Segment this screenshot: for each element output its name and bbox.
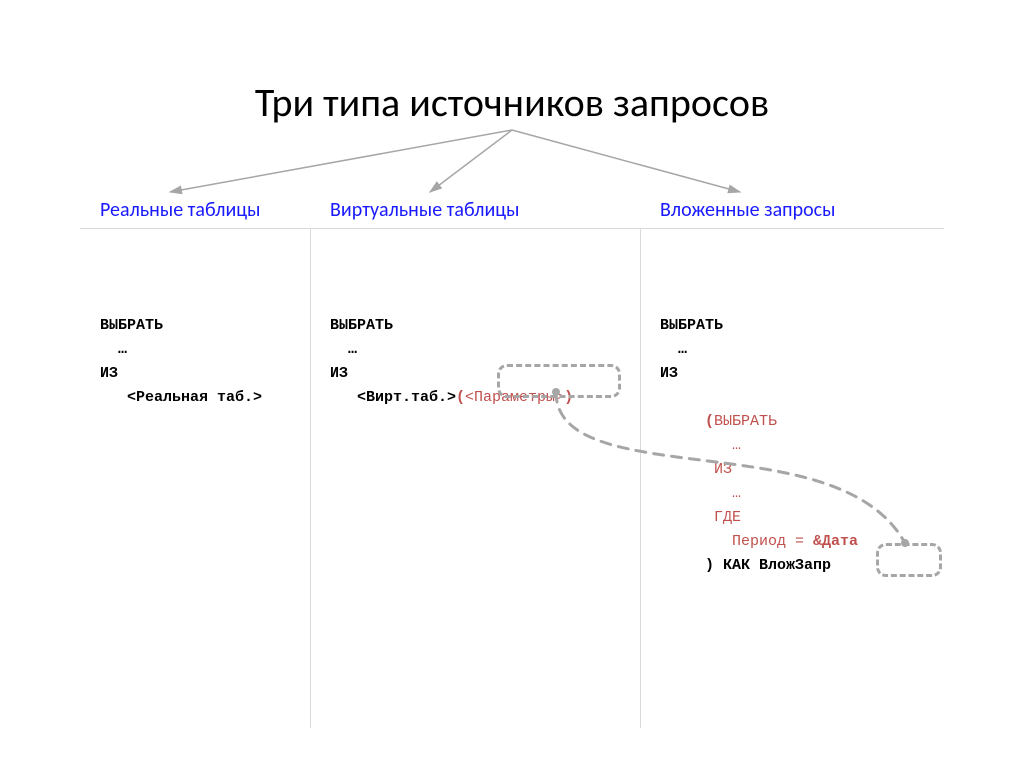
c3-l5a: ( [660,413,714,430]
c2-l1: ВЫБРАТЬ [330,317,393,334]
col3-header: Вложенные запросы [660,198,835,222]
c3-l10a: Период = [660,533,813,550]
col2-header: Виртуальные таблицы [330,198,519,222]
slide: Три типа источников запросов Реальные та… [0,0,1024,768]
c3-l9: ГДЕ [660,509,741,526]
slide-title: Три типа источников запросов [0,78,1024,127]
c3-l2: … [660,341,687,358]
code-col1: ВЫБРАТЬ … ИЗ <Реальная таб.> [100,290,262,410]
c1-l1: ВЫБРАТЬ [100,317,163,334]
c1-l4: <Реальная таб.> [100,389,262,406]
horizontal-divider [80,228,944,229]
c3-l1: ВЫБРАТЬ [660,317,723,334]
c1-l2: … [100,341,127,358]
c2-l3: ИЗ [330,365,348,382]
vertical-divider-2 [640,228,641,728]
col1-header: Реальные таблицы [100,198,260,222]
c3-l7: ИЗ [660,461,732,478]
c3-l11: ) КАК ВложЗапр [660,557,831,574]
c2-l4b: ( [456,389,465,406]
c3-l6: … [660,437,741,454]
params-highlight-box [497,364,621,398]
vertical-divider-1 [310,228,311,728]
code-col3: ВЫБРАТЬ … ИЗ (ВЫБРАТЬ … ИЗ … ГДЕ Период … [660,290,858,578]
c1-l3: ИЗ [100,365,118,382]
c2-l4a: <Вирт.таб.> [330,389,456,406]
date-highlight-box [876,543,942,577]
c3-l5b: ВЫБРАТЬ [714,413,777,430]
c3-l3: ИЗ [660,365,678,382]
c3-l8: … [660,485,741,502]
c2-l2: … [330,341,357,358]
c3-l10b: &Дата [813,533,858,550]
